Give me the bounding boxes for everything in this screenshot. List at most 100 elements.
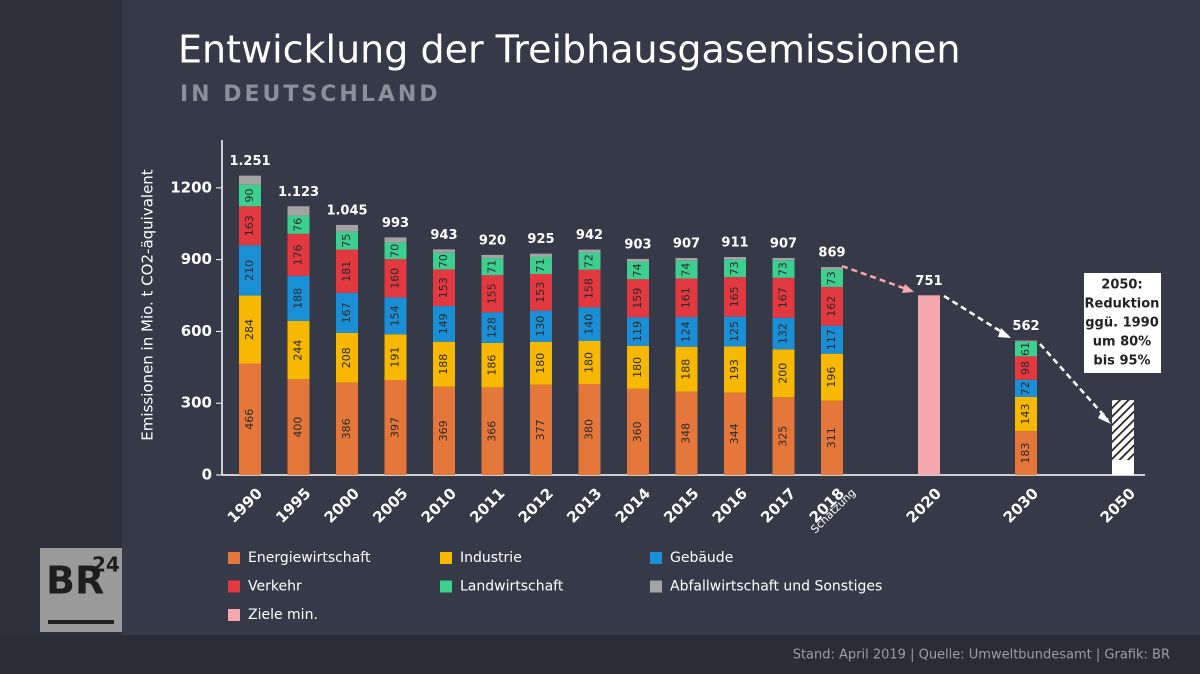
arrow-head [1098, 411, 1111, 424]
bar-segment [481, 387, 504, 475]
bar-segment [627, 258, 649, 262]
bar-segment [384, 297, 407, 335]
logo-text: BR [46, 559, 104, 603]
total-label: 562 [1012, 319, 1039, 334]
bar-segment [1015, 356, 1037, 380]
logo-bar [48, 620, 114, 624]
bar-segment [530, 310, 552, 342]
value-label: 196 [825, 367, 838, 388]
value-label: 159 [631, 288, 644, 309]
logo-box [40, 548, 122, 632]
bar-segment [724, 392, 746, 475]
value-label: 167 [340, 302, 353, 323]
bar-segment [336, 332, 358, 383]
value-label: 128 [486, 317, 499, 338]
value-label: 155 [486, 283, 499, 304]
chart-subtitle: IN DEUTSCHLAND [180, 82, 441, 107]
bar-segment [336, 382, 358, 475]
bar-segment [481, 258, 504, 276]
arrow [1039, 343, 1109, 421]
bar-segment [918, 295, 940, 475]
bar-segment [530, 274, 552, 311]
value-label: 74 [680, 263, 693, 277]
value-label: 72 [1019, 381, 1032, 395]
value-label: 466 [243, 409, 256, 430]
value-label: 61 [1019, 342, 1032, 356]
bar-segment [530, 384, 552, 475]
y-tick-label: 600 [181, 322, 212, 340]
annotation-text: um 80% [1093, 335, 1151, 350]
bar-segment [433, 306, 455, 342]
bar-segment [675, 346, 698, 392]
value-label: 176 [292, 244, 305, 265]
bar-segment [772, 260, 795, 278]
bar-segment [481, 275, 504, 313]
value-label: 181 [340, 261, 353, 282]
total-label: 751 [915, 274, 942, 289]
value-label: 154 [389, 305, 402, 326]
y-tick-label: 0 [202, 466, 212, 484]
value-label: 70 [437, 254, 450, 268]
bar-segment [384, 259, 407, 298]
legend-swatch [228, 609, 240, 621]
value-label: 153 [437, 277, 450, 298]
bar-segment [1015, 341, 1037, 357]
value-label: 380 [583, 419, 596, 440]
total-label: 1.045 [326, 203, 367, 218]
value-label: 73 [825, 271, 838, 285]
bar-segment [239, 295, 261, 364]
bar-segment [724, 259, 746, 278]
value-label: 124 [680, 321, 693, 342]
value-label: 180 [583, 352, 596, 373]
value-label: 117 [825, 329, 838, 350]
bar-segment [287, 206, 310, 216]
bar-segment [675, 257, 698, 261]
bar-segment [530, 341, 552, 385]
bar-segment [239, 175, 261, 185]
bar-segment [675, 317, 698, 347]
value-label: 167 [777, 287, 790, 308]
bar-segment [578, 307, 601, 341]
y-axis-label: Emissionen in Mio. t CO2-äquivalent [139, 169, 157, 440]
logo-number: 24 [92, 553, 120, 577]
bar-segment [287, 320, 310, 380]
bar-segment [627, 317, 649, 346]
bar-segment [627, 261, 649, 280]
bar-segment [724, 316, 746, 347]
total-label: 1.123 [278, 185, 319, 200]
bar-segment [239, 363, 261, 475]
bar-segment [772, 277, 795, 318]
value-label: 160 [389, 268, 402, 289]
value-label: 75 [340, 234, 353, 248]
annotation-text: ggü. 1990 [1085, 316, 1159, 331]
value-label: 180 [631, 357, 644, 378]
legend-swatch [228, 552, 240, 564]
total-label: 993 [382, 216, 409, 231]
legend-label: Industrie [460, 550, 522, 566]
bar-segment [578, 249, 601, 253]
y-tick-label: 900 [181, 250, 212, 268]
bar-segment [433, 386, 455, 475]
value-label: 130 [534, 316, 547, 337]
bar-segment [821, 269, 843, 287]
value-label: 400 [292, 417, 305, 438]
bar-segment [578, 269, 601, 308]
bar-segment [675, 278, 698, 318]
value-label: 186 [486, 355, 499, 376]
bar-segment [530, 257, 552, 274]
legend-swatch [228, 580, 240, 593]
bar-segment [821, 353, 843, 401]
bar-segment [821, 325, 843, 354]
bar-segment [481, 342, 504, 388]
bar-segment [1015, 340, 1037, 342]
bar-segment [336, 292, 358, 333]
value-label: 70 [389, 244, 402, 258]
total-label: 920 [479, 233, 506, 248]
bar-segment [772, 349, 795, 398]
bar-segment [772, 257, 795, 261]
bar-segment [239, 245, 261, 296]
value-label: 183 [1019, 443, 1032, 464]
total-label: 943 [430, 228, 457, 243]
value-label: 73 [728, 261, 741, 275]
